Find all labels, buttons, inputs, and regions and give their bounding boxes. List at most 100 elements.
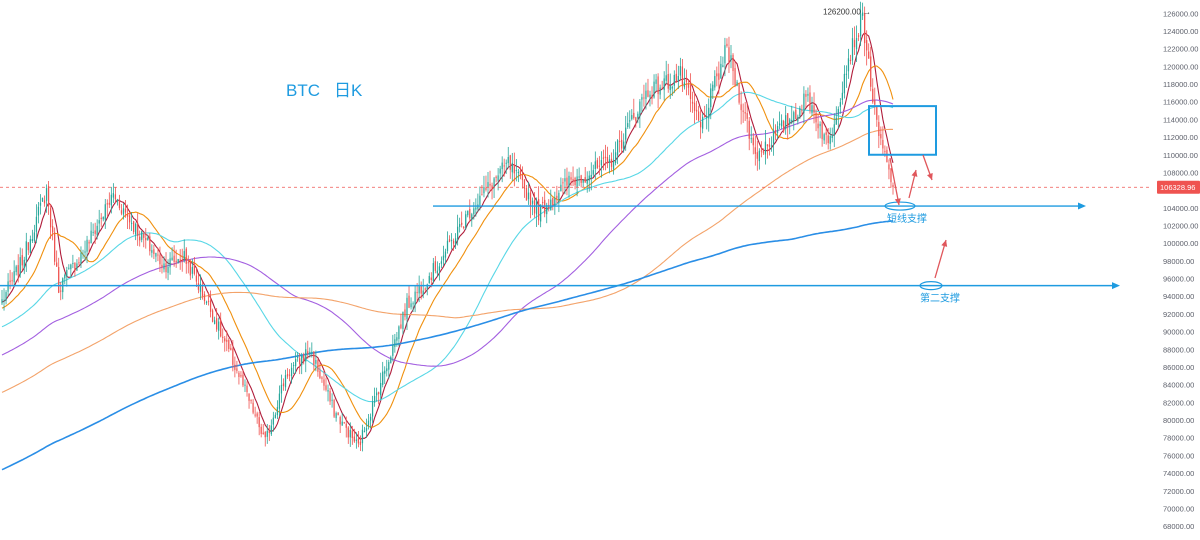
candle-body (841, 92, 844, 101)
projection-arrow-1 (889, 157, 900, 206)
candle-body (655, 79, 657, 84)
candle-body (811, 105, 813, 114)
candle-body (248, 393, 250, 401)
candle-body (373, 395, 376, 403)
candle-body (693, 102, 696, 111)
candle-body (410, 303, 412, 308)
candle-body (402, 311, 404, 329)
candle-body (778, 123, 781, 126)
candle-body (116, 199, 119, 202)
candle-body (823, 134, 825, 141)
candle-body (56, 262, 58, 267)
candle-body (649, 94, 651, 98)
candle-body (560, 184, 562, 192)
candle-body (392, 344, 394, 356)
candle-body (730, 55, 732, 61)
y-tick-label: 70000.00 (1163, 504, 1194, 513)
candle-body (114, 194, 117, 200)
candle-body (546, 205, 548, 215)
candle-body (533, 200, 536, 214)
y-tick-label: 116000.00 (1163, 98, 1198, 107)
candle-body (849, 59, 852, 61)
chart-title-symbol: BTC (286, 81, 320, 100)
y-tick-label: 84000.00 (1163, 381, 1194, 390)
candle-body (41, 197, 44, 202)
candle-body (566, 177, 568, 186)
candle-body (659, 87, 661, 95)
candle-body (149, 236, 151, 252)
candle-body (556, 195, 558, 199)
support-arrow-short (1078, 202, 1086, 210)
candle-body (452, 240, 455, 244)
candle-body (102, 217, 104, 220)
candle-body (776, 126, 779, 133)
candle-body (588, 175, 590, 181)
candle-body (633, 112, 635, 119)
candle-body (578, 176, 580, 178)
candle-body (886, 149, 888, 163)
candle-body (161, 264, 163, 268)
candle-body (371, 401, 374, 417)
candle-body (780, 120, 783, 127)
candle-body (679, 66, 682, 76)
candle-body (665, 75, 667, 81)
moving-average-layer (1, 32, 894, 471)
candle-body (783, 121, 785, 132)
candle-body (594, 161, 596, 169)
y-tick-label: 78000.00 (1163, 434, 1194, 443)
y-tick-label: 98000.00 (1163, 257, 1194, 266)
candle-body (90, 230, 92, 244)
support-marker-second (919, 281, 943, 291)
candle-body (493, 178, 495, 188)
candle-body (412, 303, 414, 305)
y-tick-label: 86000.00 (1163, 363, 1194, 372)
candle-body (274, 414, 277, 419)
ma-line-200 (1, 128, 894, 393)
candle-body (791, 119, 793, 123)
candle-body (15, 266, 17, 273)
candle-body (278, 393, 281, 409)
candle-body (183, 251, 185, 261)
candle-body (710, 88, 712, 108)
candle-body (602, 157, 605, 159)
candle-body (584, 176, 586, 183)
candle-body (440, 261, 443, 264)
candle-body (416, 292, 418, 294)
candle-body (853, 40, 856, 48)
candle-body (213, 320, 216, 324)
candle-body (481, 194, 483, 196)
candle-body (74, 262, 76, 272)
candle-body (861, 12, 864, 16)
candle-body (714, 76, 716, 88)
candle-body (25, 241, 27, 261)
candle-body (175, 260, 177, 263)
candle-body (100, 217, 102, 219)
candle-body (11, 280, 13, 282)
candle-body (568, 175, 570, 188)
candle-body (833, 124, 835, 136)
candle-body (740, 104, 742, 111)
candle-body (756, 152, 758, 159)
candle-body (238, 372, 240, 377)
chart-title-timeframe: 日K (334, 81, 363, 100)
candle-body (128, 215, 131, 223)
candle-body (104, 204, 106, 220)
candle-body (345, 423, 347, 428)
candle-body (625, 127, 627, 140)
candle-body (187, 262, 189, 264)
candle-body (185, 248, 187, 264)
candle-body (501, 162, 503, 170)
candle-body (635, 117, 637, 121)
candle-body (878, 121, 880, 136)
candle-body (442, 255, 445, 261)
candle-body (760, 150, 763, 152)
candle-body (746, 113, 748, 119)
candle-body (463, 226, 465, 229)
candle-body (171, 257, 173, 261)
candle-body (772, 130, 775, 144)
candle-body (118, 199, 121, 209)
candle-body (309, 351, 311, 355)
candle-body (19, 257, 21, 275)
